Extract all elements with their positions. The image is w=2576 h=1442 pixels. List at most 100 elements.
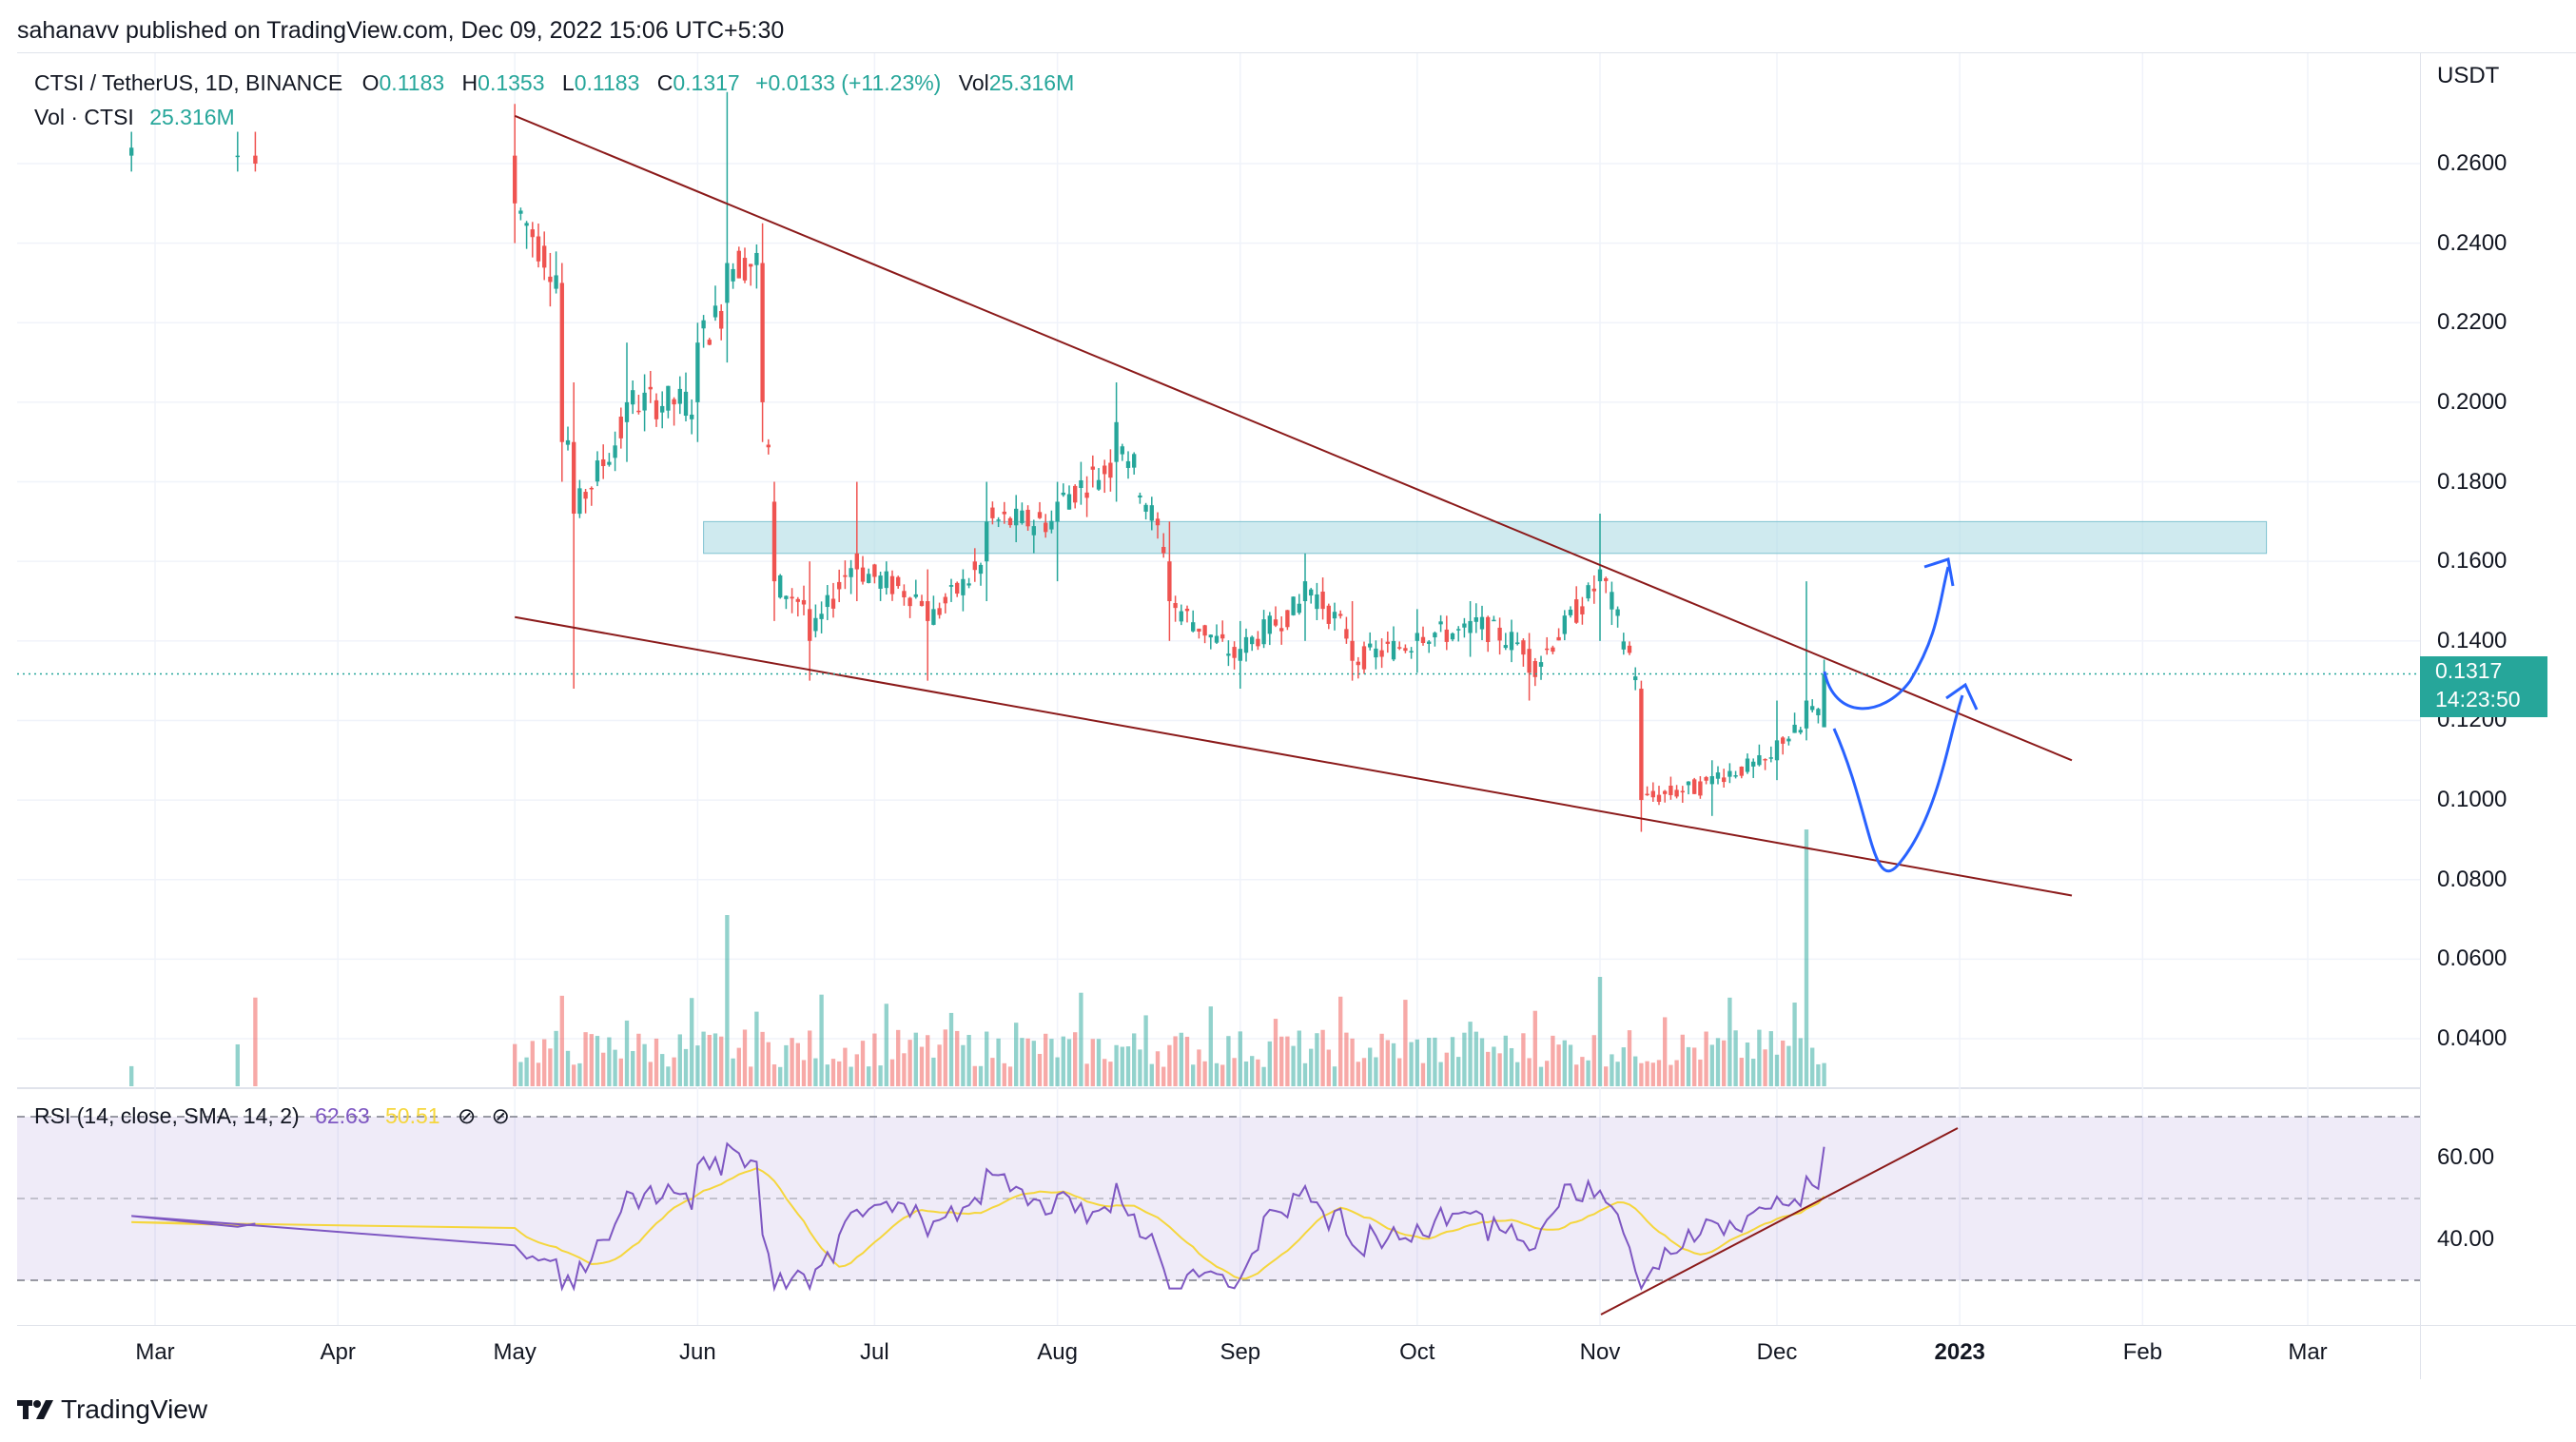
- volume-bar: [1810, 1047, 1815, 1086]
- volume-bar: [766, 1042, 771, 1086]
- volume-bar: [1532, 1010, 1537, 1086]
- candle-body: [1486, 616, 1491, 642]
- volume-bar: [849, 1066, 853, 1086]
- candle-body: [1686, 781, 1691, 786]
- volume-bar: [1645, 1061, 1649, 1086]
- rsi-line: [131, 1141, 1825, 1293]
- candle-body: [1704, 776, 1708, 781]
- volume-bar: [1479, 1038, 1485, 1086]
- volume-bar: [754, 1011, 759, 1086]
- candle-body: [1568, 609, 1573, 615]
- rsi-pane-separator[interactable]: [17, 1087, 2420, 1089]
- volume-bar: [253, 997, 258, 1086]
- symbol-label[interactable]: CTSI / TetherUS, 1D, BINANCE: [34, 70, 343, 95]
- candle-body: [1816, 709, 1821, 715]
- volume-bar: [1733, 1030, 1738, 1086]
- time-tick: Sep: [1220, 1339, 1261, 1365]
- volume-bar: [854, 1054, 859, 1086]
- candle-body: [548, 276, 553, 283]
- volume-bar: [1503, 1035, 1508, 1086]
- volume-bar: [1302, 1062, 1308, 1086]
- candle-body: [1580, 606, 1585, 614]
- candle-body: [1238, 649, 1242, 661]
- chart-frame: [17, 52, 2576, 1380]
- ohlc-header[interactable]: CTSI / TetherUS, 1D, BINANCE O0.1183 H0.…: [34, 70, 1074, 96]
- candle-body: [1586, 585, 1590, 599]
- volume-bar: [1562, 1040, 1567, 1086]
- candle-body: [778, 575, 783, 598]
- volume-bar: [813, 1058, 818, 1086]
- volume-bar: [513, 1043, 517, 1086]
- candle-body: [1285, 610, 1290, 628]
- open-value: 0.1183: [379, 70, 445, 95]
- candle-body: [1326, 605, 1331, 624]
- tradingview-logo[interactable]: TradingView: [17, 1394, 207, 1425]
- time-tick: Dec: [1756, 1339, 1798, 1365]
- currency-label[interactable]: USDT: [2437, 63, 2500, 88]
- chart-canvas[interactable]: [17, 53, 2420, 1325]
- volume-bar: [129, 1065, 134, 1086]
- candle-body: [1031, 526, 1036, 536]
- volume-bar: [1768, 1031, 1773, 1086]
- candle-body: [966, 583, 971, 586]
- candle-body: [742, 258, 748, 281]
- volume-bar: [719, 1036, 724, 1086]
- volume-bar: [1722, 1040, 1727, 1086]
- volume-bar: [1391, 1043, 1396, 1086]
- candle-body: [955, 582, 960, 594]
- volume-bar: [961, 1044, 966, 1086]
- volume-bar: [1326, 1049, 1331, 1086]
- candle-body: [1055, 501, 1060, 522]
- publisher-line: sahanavv published on TradingView.com, D…: [17, 17, 785, 44]
- candle-body: [884, 571, 888, 589]
- volume-bar: [896, 1029, 901, 1086]
- low-value: 0.1183: [574, 70, 640, 95]
- hide-indicator-icon[interactable]: ⊘: [457, 1103, 477, 1128]
- volume-bar: [926, 1035, 930, 1086]
- volume-bar: [760, 1031, 765, 1086]
- candle-body: [672, 399, 676, 405]
- hide-source-icon[interactable]: ⊘: [491, 1103, 510, 1128]
- rsi-tick: 60.00: [2437, 1144, 2495, 1170]
- candle-body: [837, 581, 842, 590]
- volume-bar: [1084, 1063, 1089, 1086]
- candle-body: [1715, 772, 1721, 779]
- rsi-legend[interactable]: RSI (14, close, SMA, 14, 2) 62.63 50.51 …: [34, 1103, 510, 1129]
- volume-bar: [771, 1064, 777, 1086]
- volume-bar: [1580, 1057, 1585, 1086]
- volume-bar: [1597, 977, 1603, 1086]
- candle-body: [1125, 460, 1131, 468]
- volume-bar: [1214, 1062, 1220, 1086]
- volume-bar: [1822, 1062, 1826, 1086]
- volume-bar: [530, 1041, 535, 1086]
- candle-body: [1007, 517, 1013, 526]
- volume-bar: [1492, 1046, 1496, 1086]
- candle-body: [736, 250, 741, 279]
- volume-bar: [736, 1047, 741, 1086]
- candle-body: [683, 391, 689, 417]
- candle-body: [1597, 569, 1603, 582]
- candle-body: [1798, 730, 1803, 733]
- volume-bar: [1356, 1062, 1360, 1086]
- volume-bar: [966, 1035, 971, 1086]
- candle-body: [572, 441, 576, 514]
- volume-bar: [878, 1065, 883, 1086]
- last-price-label: 0.1317 14:23:50: [2420, 656, 2547, 717]
- volume-bar: [937, 1044, 942, 1086]
- candle-body: [1473, 616, 1478, 622]
- volume-bar: [790, 1038, 794, 1086]
- candle-body: [961, 578, 966, 595]
- candle-body: [749, 263, 753, 267]
- candle-body: [595, 460, 600, 482]
- volume-bar: [1486, 1051, 1491, 1086]
- resistance-zone: [703, 520, 2268, 555]
- candle-body: [648, 386, 653, 390]
- volume-bar: [1551, 1035, 1555, 1086]
- volume-bar: [683, 1048, 689, 1086]
- volume-legend[interactable]: Vol · CTSI 25.316M: [34, 105, 235, 130]
- time-tick: Apr: [320, 1339, 356, 1365]
- candle-body: [872, 564, 877, 577]
- volume-bar: [607, 1037, 612, 1086]
- volume-bar: [654, 1038, 659, 1086]
- candle-body: [1751, 761, 1756, 767]
